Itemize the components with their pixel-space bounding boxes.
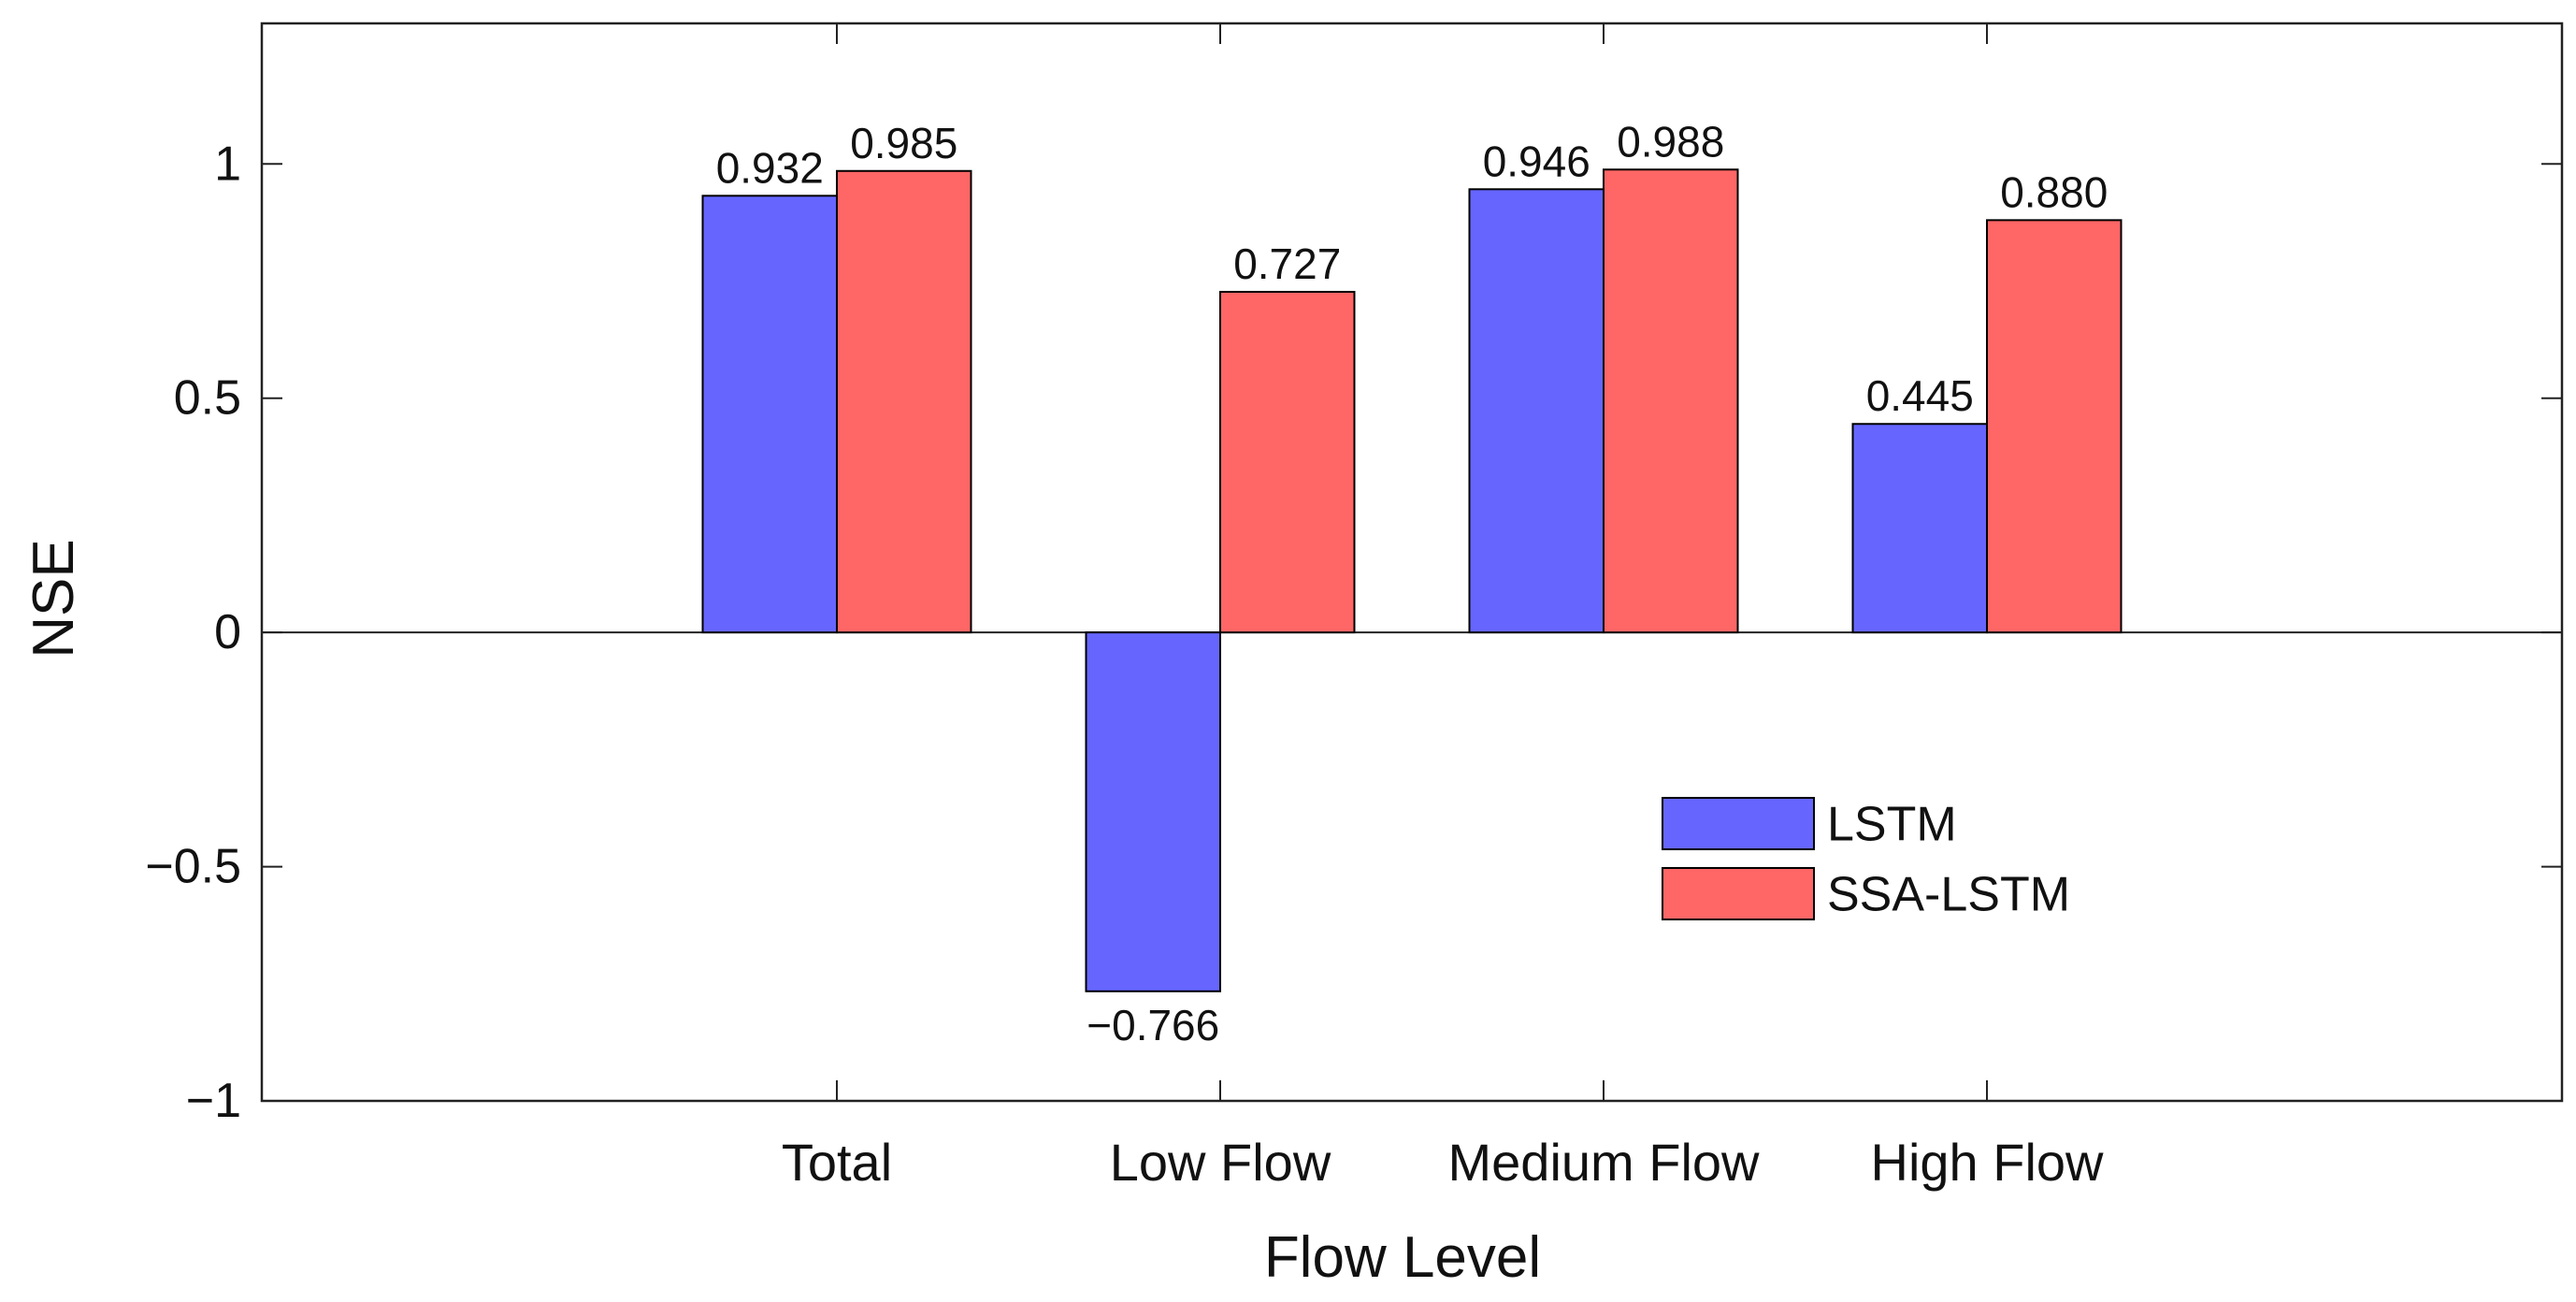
bar-ssa-lstm-low-flow <box>1219 290 1356 634</box>
x-tick-label: Medium Flow <box>1448 1133 1761 1192</box>
bar-value-label: 0.727 <box>1233 239 1341 288</box>
bar-ssa-lstm-medium-flow <box>1603 168 1739 634</box>
bar-lstm-total <box>701 195 838 634</box>
bar-value-label: 0.946 <box>1483 137 1590 185</box>
legend-swatch-lstm <box>1662 797 1815 850</box>
y-axis-title: NSE <box>22 539 86 658</box>
axes-box <box>260 22 2564 1103</box>
legend-swatch-ssa-lstm <box>1662 867 1815 920</box>
legend-label-ssa-lstm: SSA-LSTM <box>1827 868 2070 922</box>
legend-label-lstm: LSTM <box>1827 798 1957 852</box>
bar-lstm-low-flow <box>1085 631 1221 992</box>
bar-value-label: 0.985 <box>850 119 957 167</box>
bar-ssa-lstm-total <box>836 169 972 634</box>
y-tick-label: 1 <box>214 137 241 191</box>
x-tick-label: Low Flow <box>1110 1133 1331 1192</box>
y-tick-label: 0.5 <box>174 371 241 426</box>
y-tick-label: −1 <box>186 1074 241 1128</box>
bar-lstm-medium-flow <box>1468 188 1605 634</box>
bar-lstm-high-flow <box>1851 423 1988 634</box>
x-tick-label: Total <box>782 1133 892 1192</box>
x-tick-label: High Flow <box>1871 1133 2105 1192</box>
y-tick-label: −0.5 <box>145 840 241 894</box>
bar-value-label: −0.766 <box>1087 1001 1219 1049</box>
y-tick-label: 0 <box>214 605 241 659</box>
bar-value-label: 0.880 <box>2000 167 2108 216</box>
bar-value-label: 0.932 <box>716 143 824 192</box>
bar-value-label: 0.988 <box>1617 117 1724 166</box>
bar-value-label: 0.445 <box>1866 371 1974 420</box>
x-axis-title: Flow Level <box>1264 1225 1541 1290</box>
bar-ssa-lstm-high-flow <box>1986 219 2123 634</box>
